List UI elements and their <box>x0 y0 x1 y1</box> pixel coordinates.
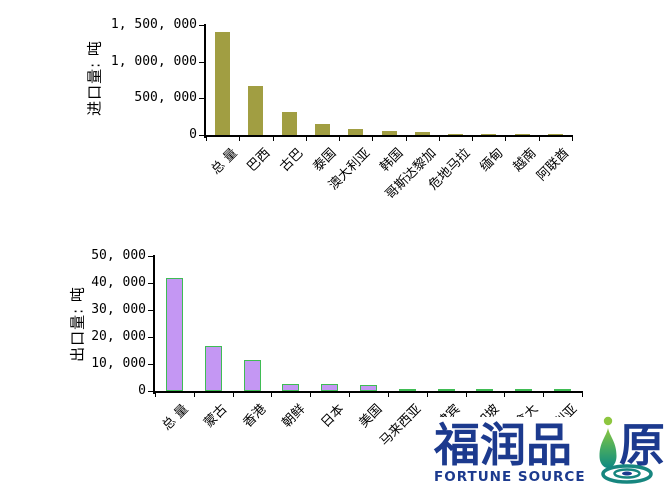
category-label: 蒙古 <box>201 401 231 431</box>
bar <box>282 384 300 391</box>
x-tick <box>349 393 351 397</box>
x-axis-line <box>204 135 573 137</box>
bar <box>476 389 494 391</box>
x-tick <box>193 393 195 397</box>
category-label: 古巴 <box>277 145 307 175</box>
x-tick <box>405 137 407 141</box>
y-tick <box>148 337 153 338</box>
category-label: 巴西 <box>244 145 274 175</box>
x-tick <box>472 137 474 141</box>
x-tick <box>372 137 374 141</box>
bar <box>437 389 455 391</box>
bar <box>348 129 364 135</box>
x-tick <box>504 393 506 397</box>
y-tick-label: 10, 000 <box>91 356 146 371</box>
bar <box>321 384 339 391</box>
category-label: 日本 <box>318 401 348 431</box>
x-tick <box>305 137 307 141</box>
bar <box>204 346 222 391</box>
x-tick <box>438 137 440 141</box>
x-tick <box>572 137 573 141</box>
logo-cn-text: 福润品 <box>433 418 572 472</box>
bar <box>398 389 416 391</box>
logo-cn-text-2: 原 <box>619 418 665 472</box>
fortune-source-logo: 福润品 原 FORTUNE SOURCE <box>420 416 665 484</box>
bar <box>514 134 530 135</box>
y-axis-line <box>153 255 155 394</box>
x-tick <box>465 393 467 397</box>
x-tick <box>339 137 341 141</box>
bar <box>215 32 231 135</box>
category-label: 美国 <box>356 401 386 431</box>
category-label: 总 量 <box>159 401 192 434</box>
water-drop-dot-icon <box>603 416 613 426</box>
x-tick <box>387 393 389 397</box>
y-tick <box>199 98 204 100</box>
x-tick <box>272 137 274 141</box>
bar <box>515 389 533 391</box>
category-label: 总 量 <box>208 145 241 178</box>
y-tick <box>148 364 153 365</box>
y-axis-line <box>204 24 206 138</box>
x-tick <box>206 137 207 141</box>
y-tick-label: 50, 000 <box>91 248 146 263</box>
y-tick-label: 0 <box>189 127 197 142</box>
y-tick <box>199 135 204 136</box>
y-tick-label: 40, 000 <box>91 275 146 290</box>
category-label: 缅甸 <box>477 145 507 175</box>
export-chart-yaxis-title: 出口量: 吨 <box>68 286 87 362</box>
x-tick <box>538 137 540 141</box>
import-chart-yaxis-title: 进口量: 吨 <box>85 40 104 116</box>
bar <box>547 134 563 135</box>
bar <box>243 360 261 391</box>
category-label: 香港 <box>240 401 270 431</box>
y-tick <box>148 391 153 392</box>
bar <box>165 278 183 391</box>
x-tick <box>505 137 507 141</box>
x-tick <box>582 393 583 397</box>
bar <box>360 385 377 391</box>
category-label: 朝鲜 <box>279 401 309 431</box>
bar <box>414 132 430 135</box>
x-tick <box>232 393 234 397</box>
bar <box>281 112 297 135</box>
y-tick-label: 0 <box>138 383 146 398</box>
logo-en-text: FORTUNE SOURCE <box>434 469 586 484</box>
x-tick <box>426 393 428 397</box>
x-tick <box>155 393 156 397</box>
bar <box>248 86 264 135</box>
x-tick <box>239 137 241 141</box>
x-tick <box>271 393 273 397</box>
y-tick <box>199 25 204 26</box>
y-tick <box>199 61 204 63</box>
y-tick-label: 30, 000 <box>91 302 146 317</box>
bar <box>554 389 572 391</box>
y-tick <box>148 310 153 311</box>
water-drop-icon <box>599 428 617 468</box>
x-tick <box>310 393 312 397</box>
x-tick <box>543 393 545 397</box>
category-label: 阿联酋 <box>534 145 573 185</box>
y-tick-label: 20, 000 <box>91 329 146 344</box>
ripple-icon <box>601 464 653 484</box>
bar <box>381 131 397 135</box>
x-axis-line <box>153 391 583 393</box>
y-tick-label: 500, 000 <box>134 90 197 106</box>
bar <box>448 134 464 135</box>
category-label: 马来西亚 <box>377 401 425 450</box>
y-tick <box>148 283 153 284</box>
bar <box>314 124 330 135</box>
bar <box>481 134 497 135</box>
y-tick-label: 1, 000, 000 <box>110 53 197 69</box>
y-tick-label: 1, 500, 000 <box>110 17 197 32</box>
y-tick <box>148 256 153 257</box>
